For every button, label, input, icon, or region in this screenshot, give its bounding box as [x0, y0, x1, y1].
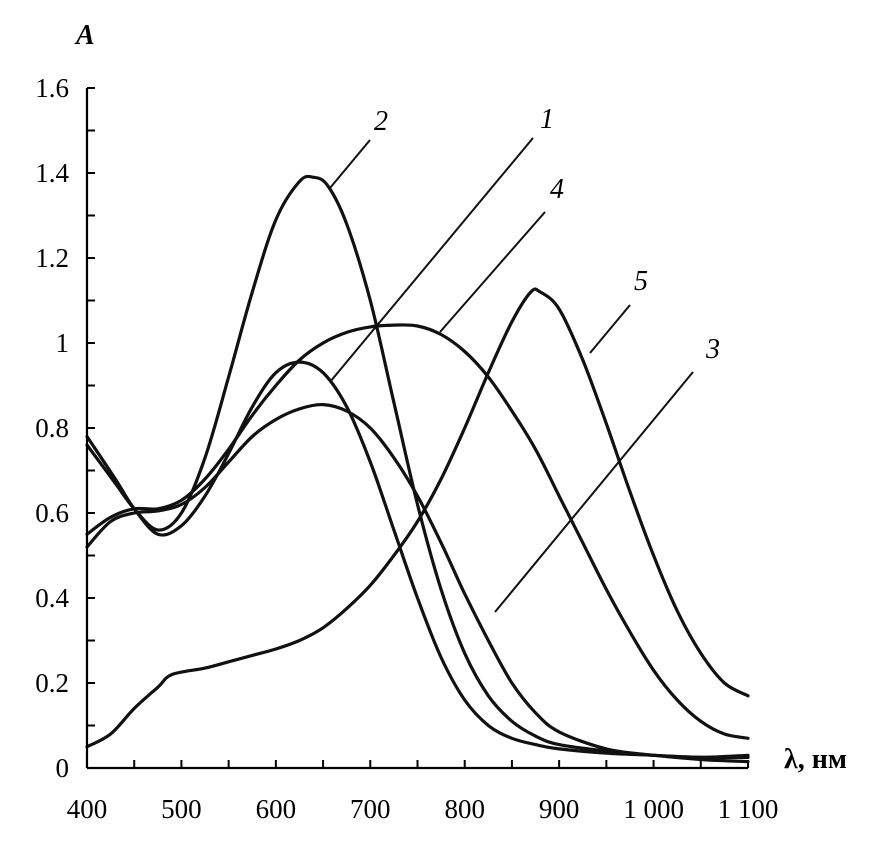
y-axis-title: A — [74, 20, 95, 51]
x-tick-label: 1 100 — [718, 794, 779, 824]
y-tick-label: 1.6 — [35, 73, 69, 103]
curve-3 — [85, 402, 750, 764]
curve-leader-lines — [329, 137, 694, 613]
leader-line-5 — [589, 304, 631, 354]
curve-4 — [85, 323, 750, 740]
curve-label-1: 1 — [540, 104, 554, 135]
x-axis-title: λ, нм — [784, 744, 847, 775]
y-tick-label: 0.2 — [35, 668, 69, 698]
curve-label-5: 5 — [634, 266, 648, 297]
series-curves — [85, 174, 750, 764]
curve-label-4: 4 — [550, 174, 564, 205]
curve-labels: 1 2 3 4 5 — [374, 104, 720, 365]
leader-line-4 — [439, 211, 546, 333]
y-tick-label: 0.8 — [35, 413, 69, 443]
y-tick-label: 0 — [56, 753, 70, 783]
x-tick-label: 800 — [444, 794, 485, 824]
y-tick-label: 1.4 — [35, 158, 69, 188]
curve-label-3: 3 — [705, 334, 720, 365]
x-tick-label: 500 — [161, 794, 202, 824]
x-tick-label: 600 — [256, 794, 297, 824]
y-tick-label: 0.4 — [35, 583, 69, 613]
x-axis-ticks: 400 500 600 700 800 900 1 000 1 100 — [67, 760, 779, 824]
leader-line-3 — [494, 371, 694, 613]
x-tick-label: 700 — [350, 794, 391, 824]
y-tick-label: 1.2 — [35, 243, 69, 273]
leader-line-2 — [329, 139, 371, 189]
x-tick-label: 1 000 — [623, 794, 684, 824]
curve-1 — [85, 360, 750, 759]
y-tick-label: 0.6 — [35, 498, 69, 528]
curve-label-2: 2 — [374, 106, 388, 137]
y-tick-label: 1 — [56, 328, 70, 358]
y-axis-ticks: 0 0.2 0.4 0.6 0.8 1 1.2 1.4 1.6 — [35, 73, 95, 783]
leader-line-1 — [329, 137, 534, 383]
x-tick-label: 900 — [539, 794, 580, 824]
curve-5 — [85, 287, 750, 749]
x-tick-label: 400 — [67, 794, 108, 824]
